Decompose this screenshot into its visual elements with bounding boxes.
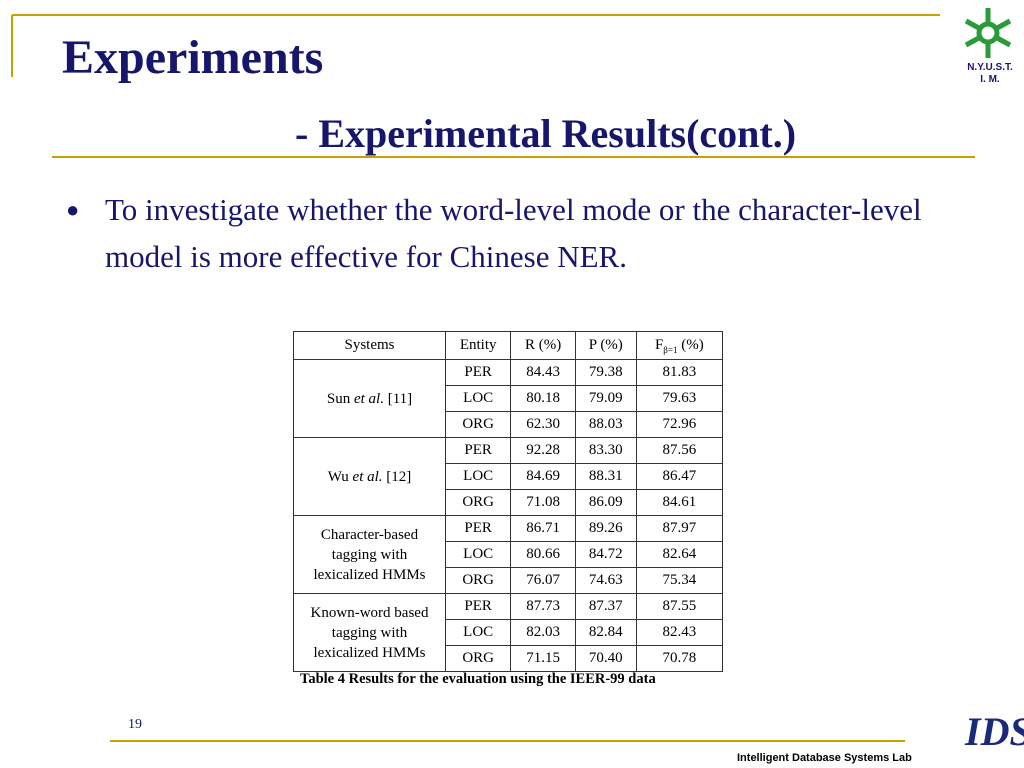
system-cell: Sun et al. [11] <box>293 359 446 438</box>
page-number: 19 <box>128 717 142 732</box>
table-cell: 80.18 <box>510 385 576 412</box>
table-cell: 82.03 <box>510 619 576 646</box>
table-cell: 87.55 <box>635 593 724 620</box>
table-cell: 70.78 <box>635 645 724 672</box>
table-cell: ORG <box>444 567 512 594</box>
table-cell: 70.40 <box>574 645 637 672</box>
system-ref: [12] <box>386 468 412 485</box>
table-cell: 75.34 <box>635 567 724 594</box>
table-cell: PER <box>444 593 512 620</box>
table-cell: ORG <box>444 645 512 672</box>
table-cell: LOC <box>444 385 512 412</box>
table-cell: 84.61 <box>635 489 724 516</box>
table-cell: 88.03 <box>574 411 637 438</box>
table-cell: 74.63 <box>574 567 637 594</box>
system-name: Sun <box>326 390 351 407</box>
table-cell: 82.64 <box>635 541 724 568</box>
table-row: ORG 71.08 86.09 84.61 <box>294 489 724 516</box>
table-cell: PER <box>444 437 512 464</box>
table-cell: 82.43 <box>635 619 724 646</box>
system-cell: Character-based tagging with lexicalized… <box>293 515 446 594</box>
table-cell: 82.84 <box>574 619 637 646</box>
bullet-marker: ● <box>66 197 80 222</box>
column-header: Systems <box>293 331 446 360</box>
system-cell: Wu et al. [12] <box>293 437 446 516</box>
table-row: ORG 71.15 70.40 70.78 <box>294 645 724 672</box>
column-header: P (%) <box>574 331 637 360</box>
system-etal: et al. <box>353 390 384 407</box>
table-cell: 72.96 <box>635 411 724 438</box>
subtitle: - Experimental Results(cont.) <box>295 111 797 156</box>
table-cell: 79.38 <box>574 359 637 386</box>
table-row: LOC 84.69 88.31 86.47 <box>294 463 724 490</box>
header-main: F <box>654 336 664 353</box>
table-cell: 87.73 <box>510 593 576 620</box>
nyust-logo <box>964 8 1012 58</box>
column-header: Fβ=1 (%) <box>635 331 724 360</box>
column-header: Entity <box>444 331 512 360</box>
table-cell: 80.66 <box>510 541 576 568</box>
table-cell: PER <box>444 515 512 542</box>
results-table: Systems Entity R (%) P (%) Fβ=1 (%) Sun et al… <box>293 331 724 672</box>
header-unit: (%) <box>681 336 704 353</box>
table-cell: 71.08 <box>510 489 576 516</box>
table-cell: 62.30 <box>510 411 576 438</box>
table-cell: 76.07 <box>510 567 576 594</box>
table-cell: LOC <box>444 619 512 646</box>
system-name: Known-word based tagging with lexicalize… <box>310 604 429 661</box>
table-cell: 86.71 <box>510 515 576 542</box>
table-cell: ORG <box>444 489 512 516</box>
table-cell: 83.30 <box>574 437 637 464</box>
logo-text: I. M. <box>980 74 1000 85</box>
table-cell: 86.09 <box>574 489 637 516</box>
table-row: LOC 82.03 82.84 82.43 <box>294 619 724 646</box>
table-row: LOC 80.18 79.09 79.63 <box>294 385 724 412</box>
table-row: ORG 76.07 74.63 75.34 <box>294 567 724 594</box>
table-row: ORG 62.30 88.03 72.96 <box>294 411 724 438</box>
table-row: Character-based tagging with lexicalized… <box>293 515 724 594</box>
system-name: Wu <box>327 468 349 485</box>
table-row: LOC 80.66 84.72 82.64 <box>294 541 724 568</box>
system-ref: [11] <box>387 390 413 407</box>
table-cell: 88.31 <box>574 463 637 490</box>
table-cell: 87.97 <box>635 515 724 542</box>
table-caption: Table 4 Results for the evaluation using… <box>300 671 656 687</box>
column-header: R (%) <box>510 331 576 360</box>
table-row: Sun et al. [11] PER 84.43 79.38 81.83 <box>293 359 724 438</box>
table-cell: 79.63 <box>635 385 724 412</box>
table-row: Wu et al. [12] PER 92.28 83.30 87.56 <box>293 437 724 516</box>
table-cell: 84.72 <box>574 541 637 568</box>
table-cell: LOC <box>444 541 512 568</box>
table-cell: LOC <box>444 463 512 490</box>
table-cell: 89.26 <box>574 515 637 542</box>
table-cell: 87.37 <box>574 593 637 620</box>
table-cell: 92.28 <box>510 437 576 464</box>
table-cell: ORG <box>444 411 512 438</box>
table-row: Known-word based tagging with lexicalize… <box>293 593 724 672</box>
ids-logo: IDS <box>964 709 1024 754</box>
table-cell: PER <box>444 359 512 386</box>
table-cell: 84.43 <box>510 359 576 386</box>
system-cell: Known-word based tagging with lexicalize… <box>293 593 446 672</box>
system-name: Character-based tagging with lexicalized… <box>313 526 426 583</box>
logo-text: N.Y.U.S.T. <box>967 62 1013 73</box>
table-cell: 79.09 <box>574 385 637 412</box>
table-cell: 84.69 <box>510 463 576 490</box>
header-sub: β=1 <box>663 344 678 355</box>
table-cell: 71.15 <box>510 645 576 672</box>
table-cell: 87.56 <box>635 437 724 464</box>
header-row: Systems Entity R (%) P (%) Fβ=1 (%) <box>293 331 724 360</box>
title: Experiments <box>62 31 324 84</box>
lab-name: Intelligent Database Systems Lab <box>737 752 912 764</box>
table-cell: 81.83 <box>635 359 724 386</box>
system-etal: et al. <box>352 468 383 485</box>
bullet-text: To investigate whether the word-level mo… <box>105 192 922 274</box>
table-cell: 86.47 <box>635 463 724 490</box>
